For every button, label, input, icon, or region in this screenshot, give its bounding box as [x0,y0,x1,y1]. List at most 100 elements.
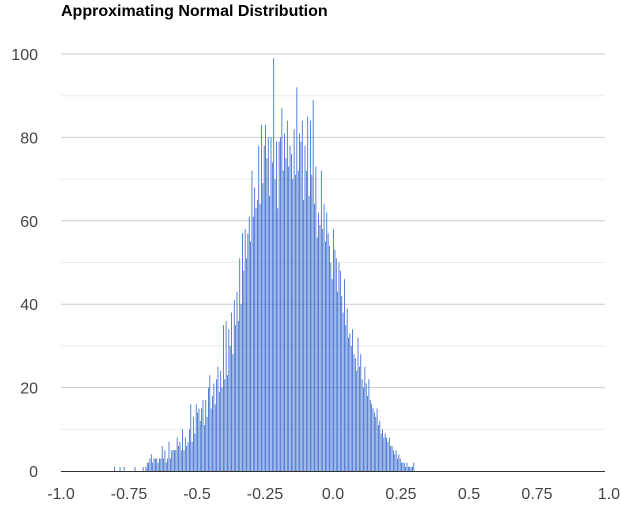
x-tick-label: 0.25 [385,486,416,503]
histogram-bar [252,216,254,471]
histogram-bar [314,204,315,471]
histogram-bar [399,458,401,471]
histogram-bar [190,404,192,471]
histogram-bar [163,458,164,471]
histogram-bar [284,133,285,472]
histogram-bar [278,141,280,471]
histogram-bar [413,462,415,471]
histogram-bar [392,450,394,471]
histogram-bar [222,325,224,471]
histogram-bar [273,58,275,472]
histogram-bar [300,141,302,471]
histogram-bar [379,420,381,471]
histogram-bar [290,154,292,471]
histogram-bar [322,229,324,471]
histogram-bar [250,241,251,471]
histogram-bar [388,437,390,471]
histogram-bar [199,420,201,471]
histogram-bar [148,462,149,471]
histogram-bar [221,387,223,471]
histogram-bar [410,466,412,471]
histogram-bar [319,224,321,471]
histogram-bar [345,325,347,471]
histogram-bar [216,379,217,471]
histogram-bar [327,233,329,471]
histogram-bar [363,387,364,471]
histogram-bar [274,179,276,471]
histogram-bar [401,462,402,471]
histogram-bar [194,433,196,471]
histogram-bar [296,87,298,472]
histogram-bar [146,462,148,471]
histogram-bar [195,404,197,471]
histogram-bar [346,308,348,471]
histogram-bar [269,195,271,471]
histogram-bar [387,441,389,471]
y-tick-label: 0 [29,464,38,481]
histogram-bar [191,441,193,471]
histogram-bar [188,429,190,471]
histogram-bar [157,462,159,471]
y-tick-label: 40 [20,297,38,314]
histogram-bar [145,466,147,471]
histogram-bar [169,458,171,471]
histogram-bar [152,462,154,471]
histogram-bar [361,379,363,471]
histogram-bar [266,158,268,471]
histogram-bar [228,329,230,471]
histogram-bar [182,429,183,471]
histogram-bar [255,208,257,472]
histogram-bar [218,391,220,471]
histogram-bar [376,408,378,471]
histogram-bar [176,437,178,471]
histogram-bar [248,216,250,471]
histogram-bar [261,124,262,471]
histogram-bar [304,145,306,472]
histogram-bar [224,379,226,471]
x-tick-label: 0.5 [458,486,480,503]
histogram-bar [244,229,246,471]
histogram-bar [315,166,317,471]
histogram-bar [280,137,281,471]
histogram-bar [186,445,188,471]
histogram-bar [329,245,330,471]
histogram-bar [206,416,208,471]
histogram-bar [337,291,339,471]
histogram-bar [358,366,360,471]
histogram-bar [312,99,314,472]
histogram-bar [164,450,166,471]
chart-title: Approximating Normal Distribution [61,3,328,20]
y-axis-labels: 0 20 40 60 80 100 [11,47,38,481]
histogram-bar [352,329,353,471]
histogram-bar [276,141,277,471]
histogram-bar [247,233,249,471]
histogram-bar [373,412,375,471]
histogram-bar [398,454,400,471]
histogram-bar [324,241,326,471]
histogram-bar [394,454,396,471]
histogram-bar [289,145,291,472]
histogram-bar [210,408,212,471]
histogram-bar [285,158,287,471]
histogram-bar [149,458,151,471]
histogram-bar [217,366,219,471]
histogram-bar [384,433,386,471]
histogram-bar [339,270,341,471]
histogram-bar [263,145,265,472]
histogram-bar [227,375,228,471]
histogram-bar [281,108,283,472]
histogram-bar [246,258,247,471]
histogram-bar [372,408,374,471]
histogram-bar [198,408,200,471]
histogram-bar [307,116,309,472]
histogram-bar [380,433,382,471]
histogram-bar [386,437,387,471]
histogram-bar [364,366,366,471]
histogram-bar [209,375,211,471]
histogram-bar [202,400,204,471]
histogram-bar [167,458,169,471]
histogram-bar [165,462,167,471]
histogram-bar [334,249,336,471]
histogram-bar [187,441,189,471]
histogram-bar [333,229,334,471]
